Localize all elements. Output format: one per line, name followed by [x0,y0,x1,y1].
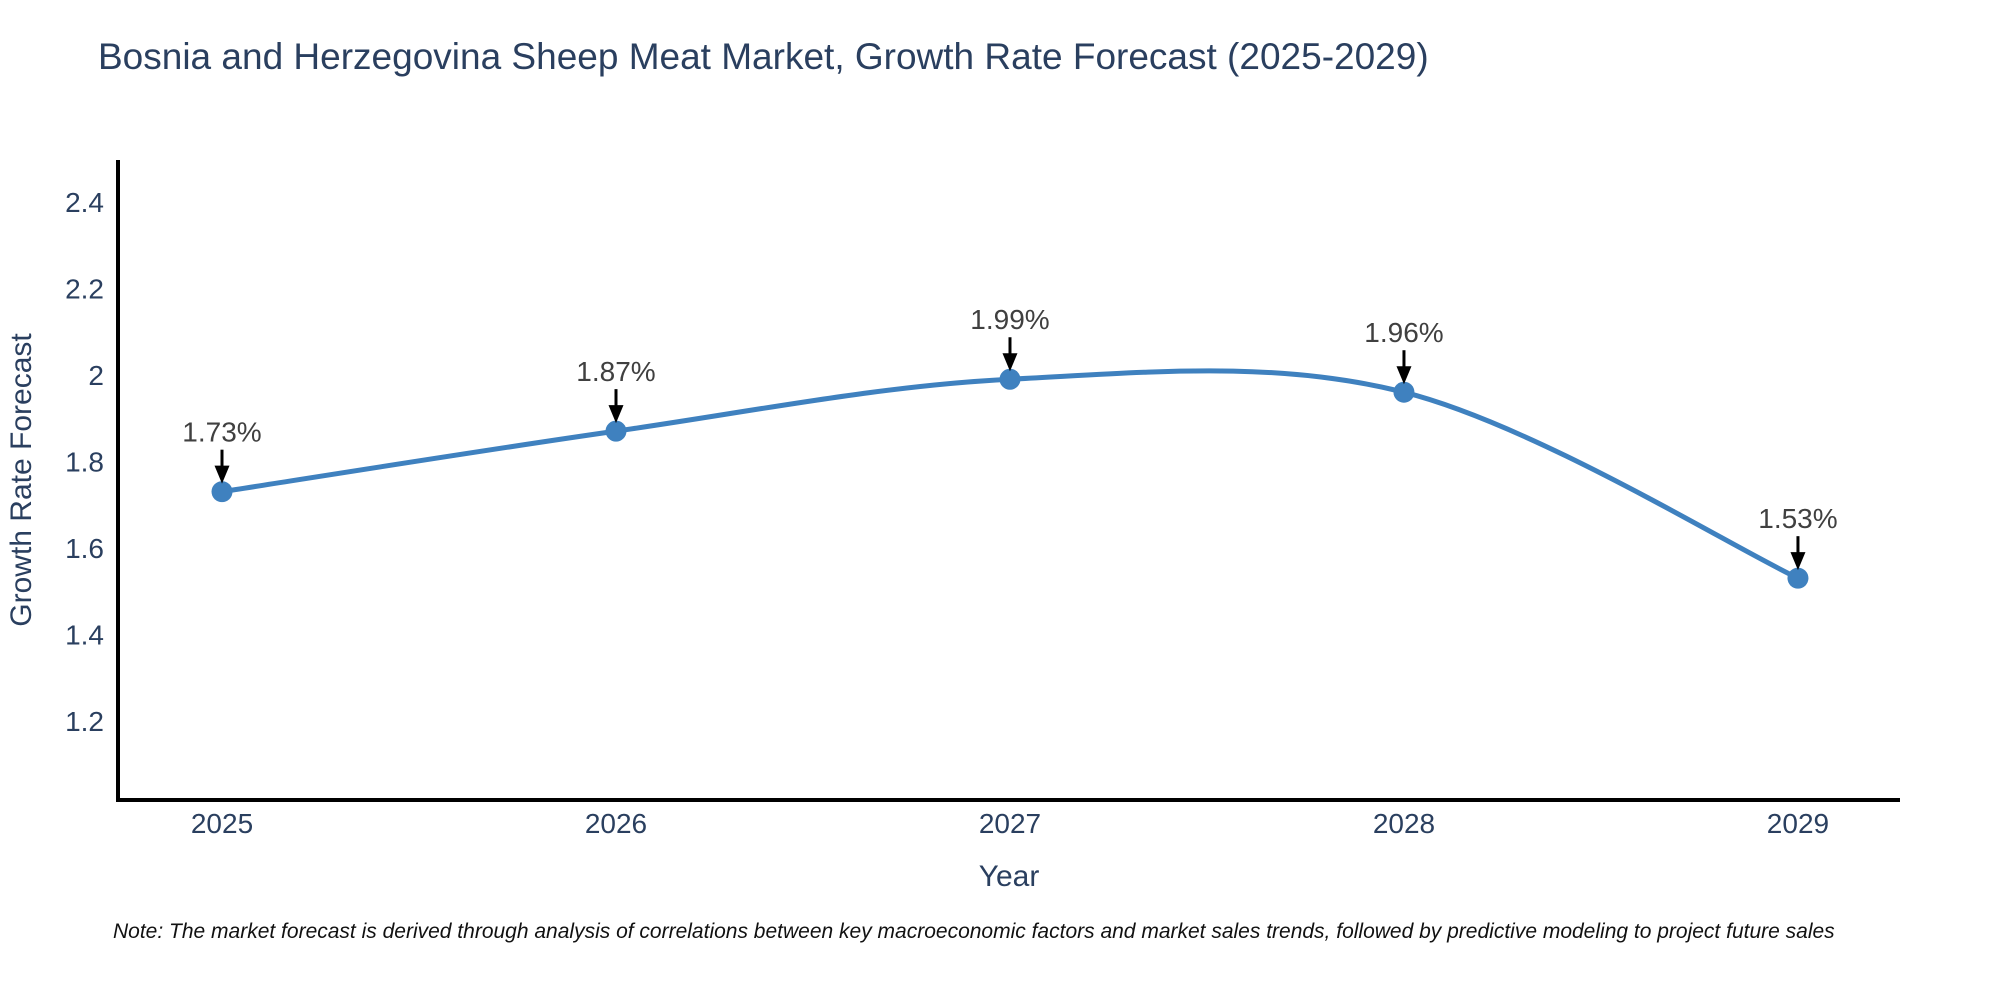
x-tick-label: 2029 [1767,808,1829,839]
x-tick-label: 2028 [1373,808,1435,839]
data-point-label: 1.96% [1364,317,1443,348]
y-tick-label: 1.4 [65,619,104,650]
data-point-marker [211,481,233,503]
y-axis-title: Growth Rate Forecast [5,333,38,627]
annotation-arrowhead-icon [1396,366,1412,385]
annotation-arrowhead-icon [1790,552,1806,571]
y-tick-label: 2 [88,360,104,391]
annotation-arrowhead-icon [214,465,230,484]
data-point-marker [605,420,627,442]
data-point-marker [1787,567,1809,589]
y-tick-label: 2.4 [65,187,104,218]
data-point-label: 1.73% [182,417,261,448]
chart-footnote: Note: The market forecast is derived thr… [113,920,1835,943]
forecast-line [219,368,1801,581]
y-tick-label: 1.8 [65,446,104,477]
y-tick-label: 1.6 [65,533,104,564]
x-axis-title: Year [979,860,1040,893]
data-point-label: 1.87% [576,356,655,387]
data-point-marker [999,368,1021,390]
data-point-label: 1.53% [1758,503,1837,534]
chart-title: Bosnia and Herzegovina Sheep Meat Market… [98,36,1429,77]
x-tick-label: 2027 [979,808,1041,839]
x-tick-label: 2025 [191,808,253,839]
x-tick-label: 2026 [585,808,647,839]
y-tick-label: 1.2 [65,706,104,737]
annotation-arrowhead-icon [608,405,624,424]
data-point-label: 1.99% [970,304,1049,335]
y-tick-label: 2.2 [65,273,104,304]
annotation-arrowhead-icon [1002,353,1018,372]
data-point-marker [1393,381,1415,403]
